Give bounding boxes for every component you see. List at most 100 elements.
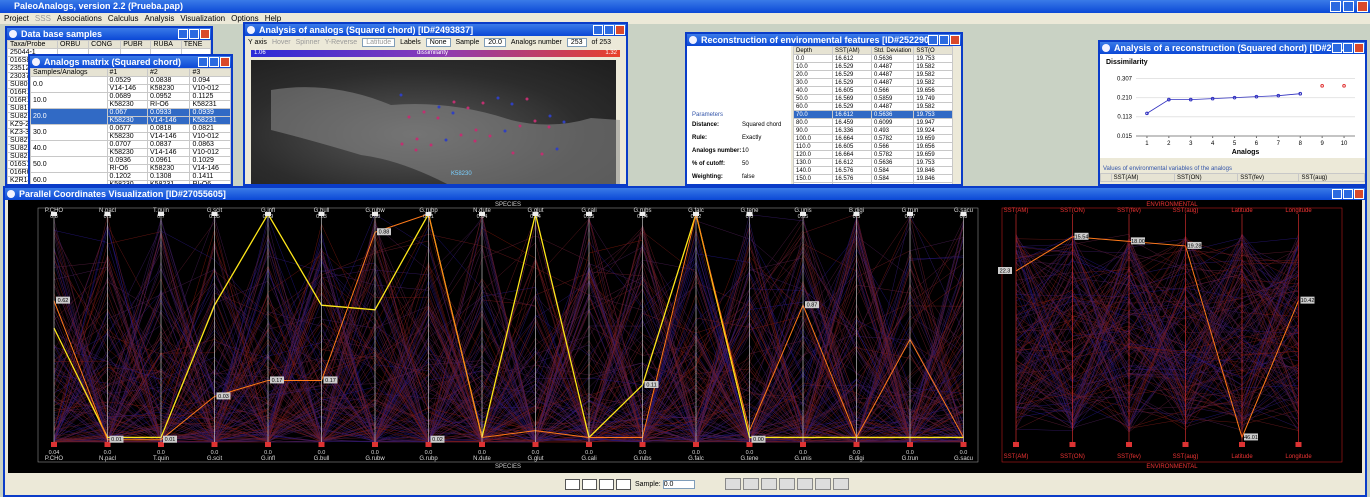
axis-handle[interactable] bbox=[212, 212, 218, 216]
menu-item[interactable]: Analysis bbox=[145, 14, 175, 23]
axis-handle[interactable] bbox=[800, 442, 806, 447]
menu-item[interactable]: Calculus bbox=[108, 14, 139, 23]
table-row[interactable]: 60.00.12020.13080.1411 bbox=[31, 173, 231, 181]
axis-handle[interactable] bbox=[158, 442, 164, 447]
axis-handle[interactable] bbox=[372, 212, 378, 216]
axis-handle[interactable] bbox=[1239, 442, 1245, 447]
table-row[interactable]: 20.00.0670.09330.0939 bbox=[31, 109, 231, 117]
axis-handle[interactable] bbox=[693, 442, 699, 447]
tool-button[interactable] bbox=[833, 478, 849, 490]
tool-button[interactable] bbox=[797, 478, 813, 490]
axis-handle[interactable] bbox=[426, 442, 432, 447]
axis-handle[interactable] bbox=[586, 442, 592, 447]
tool-button[interactable] bbox=[815, 478, 831, 490]
axis-handle[interactable] bbox=[51, 212, 57, 216]
playback-button[interactable] bbox=[565, 479, 580, 490]
axis-handle[interactable] bbox=[533, 442, 539, 447]
table-row[interactable]: 90.016.3360.49319.924 bbox=[794, 127, 953, 135]
table-row[interactable]: 100.016.6640.578219.659 bbox=[794, 135, 953, 143]
toolbar-item[interactable]: Hover bbox=[272, 39, 291, 46]
toolbar-item[interactable]: 253 bbox=[567, 38, 587, 47]
axis-handle[interactable] bbox=[265, 442, 271, 447]
maximize-button[interactable] bbox=[604, 25, 614, 35]
minimize-button[interactable] bbox=[928, 35, 938, 45]
minimize-button[interactable] bbox=[593, 25, 603, 35]
axis-handle[interactable] bbox=[1126, 442, 1132, 447]
playback-button[interactable] bbox=[582, 479, 597, 490]
axis-handle[interactable] bbox=[212, 442, 218, 447]
axis-handle[interactable] bbox=[907, 212, 913, 216]
maximize-button[interactable] bbox=[1343, 189, 1353, 199]
table-row[interactable]: 40.016.6050.56619.656 bbox=[794, 87, 953, 95]
minimize-button[interactable] bbox=[1332, 189, 1342, 199]
tool-button[interactable] bbox=[779, 478, 795, 490]
minimize-button[interactable] bbox=[178, 29, 188, 39]
playback-button[interactable] bbox=[599, 479, 614, 490]
toolbar-item[interactable]: Spinner bbox=[296, 39, 320, 46]
axis-handle[interactable] bbox=[747, 212, 753, 216]
axis-handle[interactable] bbox=[319, 442, 325, 447]
axis-handle[interactable] bbox=[640, 212, 646, 216]
tool-button[interactable] bbox=[725, 478, 741, 490]
toolbar-item[interactable]: Labels bbox=[400, 39, 421, 46]
menu-item[interactable]: Associations bbox=[57, 14, 102, 23]
axis-handle[interactable] bbox=[640, 442, 646, 447]
axis-handle[interactable] bbox=[747, 442, 753, 447]
tool-button[interactable] bbox=[761, 478, 777, 490]
toolbar-item[interactable]: 20.0 bbox=[484, 38, 506, 47]
table-row[interactable]: 0.00.05290.08380.094 bbox=[31, 77, 231, 85]
axis-handle[interactable] bbox=[693, 212, 699, 216]
toolbar-item[interactable]: Analogs number bbox=[511, 39, 562, 46]
axis-handle[interactable] bbox=[854, 442, 860, 447]
close-button[interactable] bbox=[200, 29, 210, 39]
axis-handle[interactable] bbox=[961, 442, 967, 447]
axis-handle[interactable] bbox=[907, 442, 913, 447]
sample-input[interactable]: 0.0 bbox=[663, 480, 695, 489]
axis-handle[interactable] bbox=[854, 212, 860, 216]
axis-handle[interactable] bbox=[586, 212, 592, 216]
toolbar-item[interactable]: None bbox=[426, 38, 451, 47]
maximize-button[interactable] bbox=[1343, 43, 1353, 53]
menu-item[interactable]: SSS bbox=[35, 14, 51, 23]
table-row[interactable]: 130.016.6120.563619.753 bbox=[794, 159, 953, 167]
close-button[interactable] bbox=[1354, 189, 1364, 199]
maximize-button[interactable] bbox=[189, 29, 199, 39]
axis-handle[interactable] bbox=[158, 212, 164, 216]
toolbar-item[interactable]: Latitude bbox=[362, 38, 395, 47]
axis-handle[interactable] bbox=[51, 442, 57, 447]
axis-handle[interactable] bbox=[372, 442, 378, 447]
axis-handle[interactable] bbox=[533, 212, 539, 216]
axis-handle[interactable] bbox=[105, 442, 111, 447]
axis-handle[interactable] bbox=[265, 212, 271, 216]
axis-handle[interactable] bbox=[479, 212, 485, 216]
axis-handle[interactable] bbox=[1013, 442, 1019, 447]
minimize-button[interactable] bbox=[198, 57, 208, 67]
close-button[interactable] bbox=[220, 57, 230, 67]
axis-handle[interactable] bbox=[1296, 442, 1302, 447]
close-button[interactable] bbox=[1354, 43, 1364, 53]
axis-handle[interactable] bbox=[961, 212, 967, 216]
close-button[interactable] bbox=[615, 25, 625, 35]
axis-handle[interactable] bbox=[319, 212, 325, 216]
menu-item[interactable]: Project bbox=[4, 14, 29, 23]
toolbar-item[interactable]: Y-Reverse bbox=[325, 39, 357, 46]
toolbar-item[interactable]: Sample bbox=[456, 39, 480, 46]
axis-handle[interactable] bbox=[105, 212, 111, 216]
menu-item[interactable]: Visualization bbox=[180, 14, 225, 23]
maximize-button[interactable] bbox=[209, 57, 219, 67]
toolbar-item[interactable]: Y axis bbox=[248, 39, 267, 46]
tool-button[interactable] bbox=[743, 478, 759, 490]
close-button[interactable] bbox=[950, 35, 960, 45]
